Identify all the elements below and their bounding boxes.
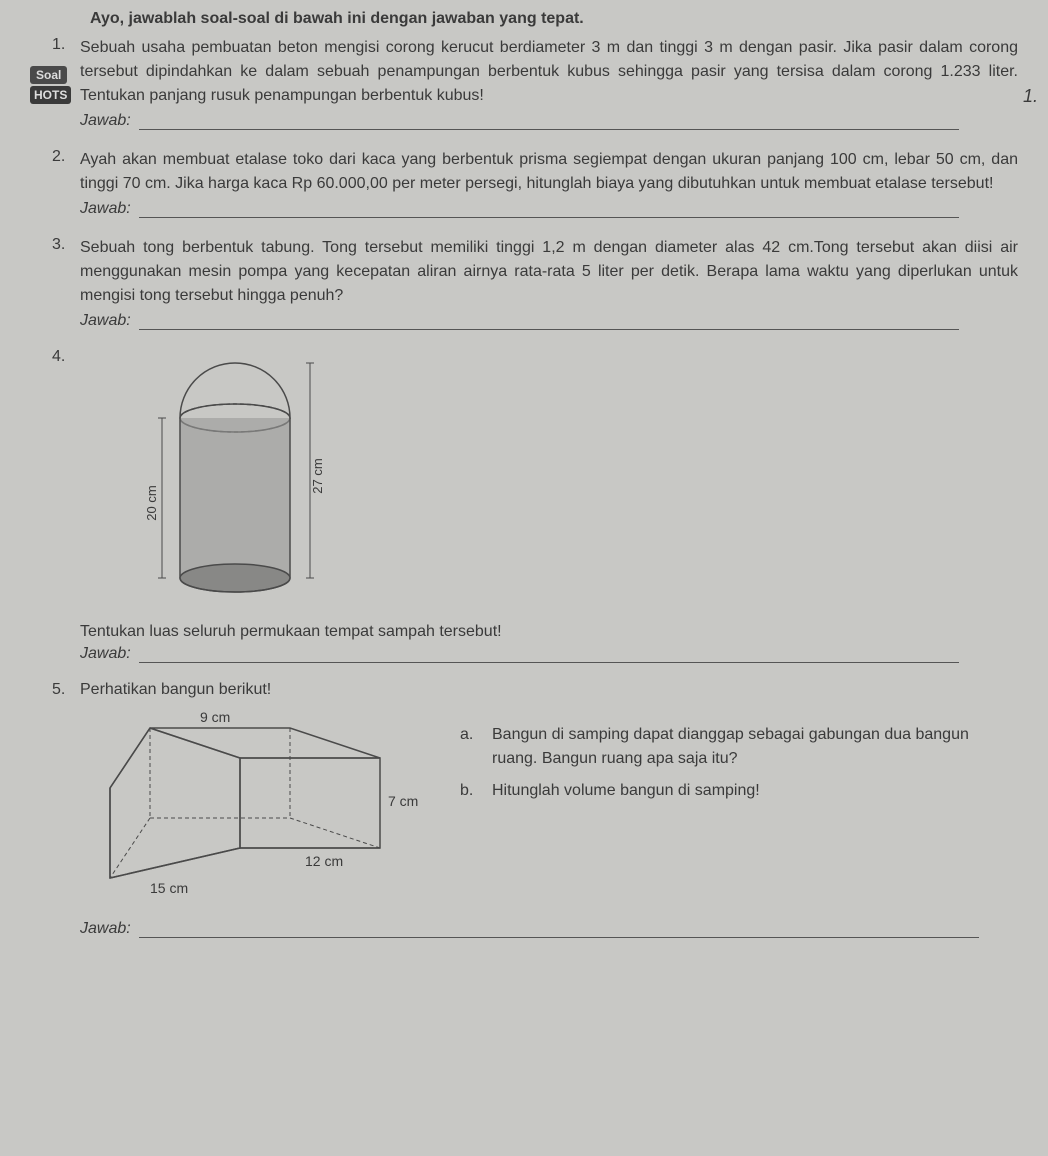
answer-label: Jawab:: [80, 645, 1018, 663]
right-marker: 1.: [1023, 86, 1038, 107]
question-5-options: a. Bangun di samping dapat dianggap seba…: [460, 703, 1018, 811]
answer-label: Jawab:: [80, 312, 1018, 330]
option-letter: a.: [460, 723, 480, 771]
question-1: Soal HOTS 1. 1. Sebuah usaha pembuatan b…: [80, 36, 1018, 130]
question-number: 5.: [52, 681, 65, 699]
question-number: 1.: [52, 36, 65, 54]
question-3: 3. Sebuah tong berbentuk tabung. Tong te…: [80, 236, 1018, 330]
question-4-prompt: Tentukan luas seluruh permukaan tempat s…: [80, 623, 1018, 641]
jawab-text: Jawab:: [80, 112, 131, 129]
label-20cm: 20 cm: [144, 485, 159, 520]
question-5-title: Perhatikan bangun berikut!: [80, 681, 1018, 699]
questions-container: Soal HOTS 1. 1. Sebuah usaha pembuatan b…: [50, 36, 1018, 938]
answer-label: Jawab:: [80, 200, 1018, 218]
question-text: Ayah akan membuat etalase toko dari kaca…: [80, 148, 1018, 196]
jawab-text: Jawab:: [80, 920, 131, 937]
jawab-text: Jawab:: [80, 312, 131, 329]
question-number: 3.: [52, 236, 65, 254]
question-text: Sebuah tong berbentuk tabung. Tong terse…: [80, 236, 1018, 308]
answer-line: [139, 662, 959, 663]
figure-cylinder-hemisphere: 20 cm 27 cm: [120, 348, 1018, 613]
question-number: 2.: [52, 148, 65, 166]
badge-soal: Soal: [30, 66, 67, 84]
question-4: 4. 20 cm: [80, 348, 1018, 663]
badge-hots: HOTS: [30, 86, 71, 104]
answer-line: [139, 329, 959, 330]
answer-label: Jawab:: [80, 920, 1018, 938]
question-number: 4.: [52, 348, 65, 366]
answer-label: Jawab:: [80, 112, 1018, 130]
question-5-row: 9 cm 7 cm 12 cm 15 cm a. Bangun di sampi…: [80, 703, 1018, 908]
label-12cm: 12 cm: [305, 853, 343, 869]
option-text: Hitunglah volume bangun di samping!: [492, 779, 760, 803]
cylinder-hemisphere-svg: 20 cm 27 cm: [120, 348, 380, 608]
option-a: a. Bangun di samping dapat dianggap seba…: [460, 723, 1018, 771]
option-letter: b.: [460, 779, 480, 803]
prism-svg: 9 cm 7 cm 12 cm 15 cm: [90, 708, 420, 898]
answer-line: [139, 217, 959, 218]
label-9cm: 9 cm: [200, 709, 230, 725]
label-15cm: 15 cm: [150, 880, 188, 896]
answer-line: [139, 129, 959, 130]
question-2: 2. Ayah akan membuat etalase toko dari k…: [80, 148, 1018, 218]
option-b: b. Hitunglah volume bangun di samping!: [460, 779, 1018, 803]
question-text: Sebuah usaha pembuatan beton mengisi cor…: [80, 36, 1018, 108]
label-27cm: 27 cm: [310, 458, 325, 493]
jawab-text: Jawab:: [80, 200, 131, 217]
section-header: Ayo, jawablah soal-soal di bawah ini den…: [50, 10, 1018, 28]
answer-line: [139, 937, 979, 938]
jawab-text: Jawab:: [80, 645, 131, 662]
figure-prism: 9 cm 7 cm 12 cm 15 cm: [90, 708, 420, 903]
label-7cm: 7 cm: [388, 793, 418, 809]
option-text: Bangun di samping dapat dianggap sebagai…: [492, 723, 1018, 771]
question-5: 5. Perhatikan bangun berikut!: [80, 681, 1018, 938]
